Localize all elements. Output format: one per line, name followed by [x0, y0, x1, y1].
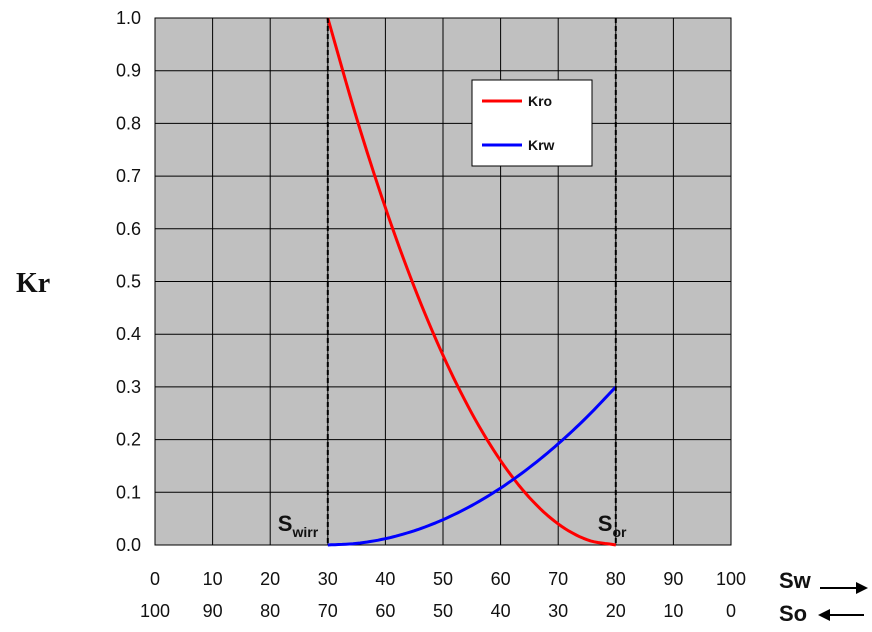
y-tick-label: 0.1: [116, 482, 141, 502]
x-tick-label-sw: 20: [260, 569, 280, 589]
x-tick-label-sw: 100: [716, 569, 746, 589]
x-tick-label-so: 80: [260, 601, 280, 621]
x-tick-label-so: 100: [140, 601, 170, 621]
y-tick-label: 0.5: [116, 272, 141, 292]
series-line-krw: [327, 385, 617, 547]
marker-label-or: Sor: [598, 511, 627, 540]
x-tick-label-so: 20: [606, 601, 626, 621]
x-tick-label-sw: 90: [663, 569, 683, 589]
legend: [471, 79, 593, 167]
x-tick-label-so: 30: [548, 601, 568, 621]
x-tick-label-so: 70: [318, 601, 338, 621]
x-tick-label-sw: 80: [606, 569, 626, 589]
legend-label-krw: Krw: [528, 137, 555, 153]
x-tick-label-so: 60: [375, 601, 395, 621]
y-tick-label: 0.6: [116, 219, 141, 239]
x-tick-label-so: 90: [203, 601, 223, 621]
x-tick-label-so: 50: [433, 601, 453, 621]
x-tick-label-so: 40: [491, 601, 511, 621]
arrow-right-head-icon: [856, 582, 868, 594]
x-tick-label-sw: 0: [150, 569, 160, 589]
y-axis-title: Kr: [16, 268, 50, 299]
marker-label-main: S: [278, 511, 293, 536]
series-line-kro: [326, 17, 617, 547]
y-tick-label: 0.0: [116, 535, 141, 555]
y-tick-label: 0.4: [116, 324, 141, 344]
x-tick-label-sw: 40: [375, 569, 395, 589]
x-tick-label-sw: 50: [433, 569, 453, 589]
x-tick-label-sw: 10: [203, 569, 223, 589]
x-tick-label-so: 0: [726, 601, 736, 621]
arrow-left-head-icon: [818, 609, 830, 621]
plot-border: [154, 17, 732, 546]
y-tick-label: 1.0: [116, 8, 141, 28]
legend-label-kro: Kro: [528, 93, 552, 109]
marker-label-main: S: [598, 511, 613, 536]
marker-label-sub: or: [612, 524, 627, 540]
x-tick-label-sw: 60: [491, 569, 511, 589]
y-tick-label: 0.2: [116, 430, 141, 450]
x-axis-name-so: So: [779, 601, 807, 626]
y-tick-label: 0.9: [116, 61, 141, 81]
y-tick-label: 0.7: [116, 166, 141, 186]
x-tick-label-so: 10: [663, 601, 683, 621]
marker-label-wirr: Swirr: [278, 511, 319, 540]
marker-label-sub: wirr: [291, 524, 318, 540]
x-tick-label-sw: 70: [548, 569, 568, 589]
y-tick-label: 0.8: [116, 113, 141, 133]
x-tick-label-sw: 30: [318, 569, 338, 589]
y-tick-label: 0.3: [116, 377, 141, 397]
x-axis-name-sw: Sw: [779, 568, 812, 593]
